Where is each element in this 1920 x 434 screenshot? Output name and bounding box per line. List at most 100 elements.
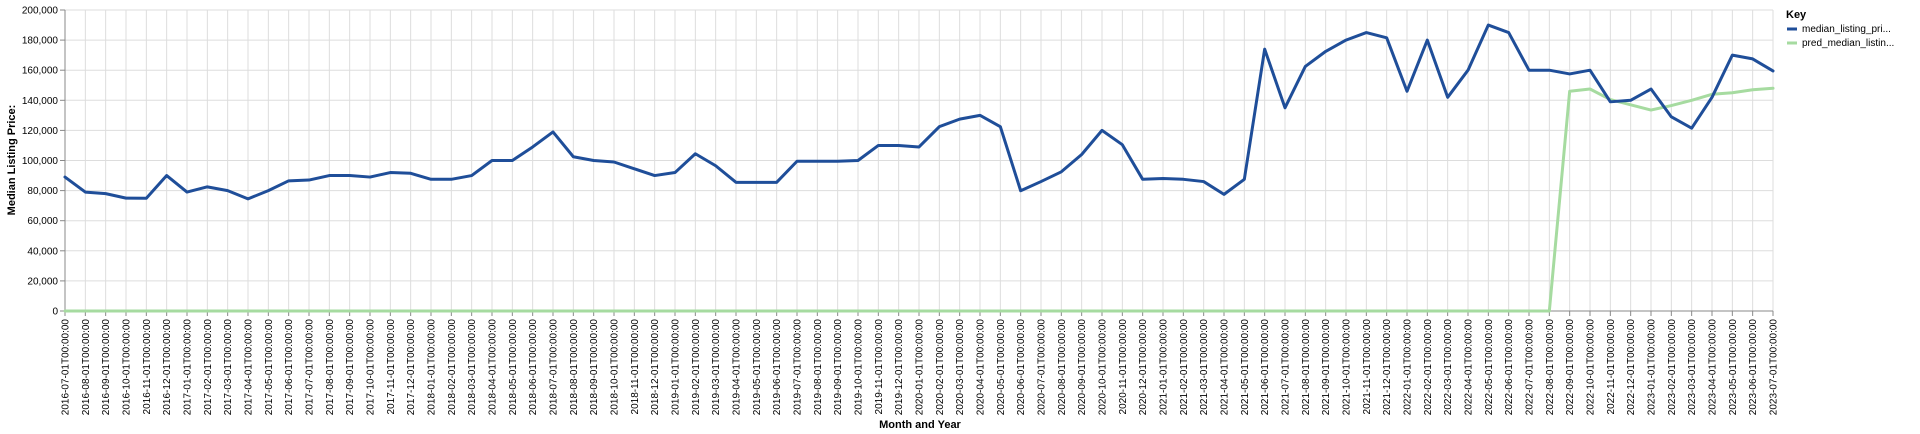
x-tick-label: 2019-06-01T00:00:00 [772,319,783,416]
x-tick-label: 2016-08-01T00:00:00 [81,319,92,416]
x-tick-label: 2018-09-01T00:00:00 [589,319,600,416]
x-tick-label: 2022-03-01T00:00:00 [1443,319,1454,416]
x-tick-label: 2020-05-01T00:00:00 [996,319,1007,416]
y-tick-label: 140,000 [22,96,59,107]
x-tick-label: 2021-02-01T00:00:00 [1179,319,1190,416]
x-tick-label: 2017-07-01T00:00:00 [305,319,316,416]
x-tick-label: 2017-05-01T00:00:00 [264,319,275,416]
y-tick-label: 40,000 [27,246,58,257]
x-tick-label: 2018-12-01T00:00:00 [650,319,661,416]
x-tick-label: 2023-01-01T00:00:00 [1647,319,1658,416]
x-tick-label: 2018-06-01T00:00:00 [528,319,539,416]
x-tick-label: 2023-07-01T00:00:00 [1769,319,1780,416]
x-tick-label: 2018-07-01T00:00:00 [549,319,560,416]
x-tick-label: 2020-02-01T00:00:00 [935,319,946,416]
legend-label: median_listing_pri... [1802,24,1891,35]
x-tick-label: 2022-01-01T00:00:00 [1403,319,1414,416]
x-tick-label: 2021-08-01T00:00:00 [1301,319,1312,416]
x-tick-label: 2017-04-01T00:00:00 [244,319,255,416]
x-tick-label: 2018-05-01T00:00:00 [508,319,519,416]
series-line-1 [63,86,1775,313]
x-tick-label: 2019-01-01T00:00:00 [671,319,682,416]
y-tick-label: 80,000 [27,186,58,197]
x-axis-title: Month and Year [879,419,961,431]
x-tick-label: 2020-12-01T00:00:00 [1138,319,1149,416]
x-tick-label: 2020-11-01T00:00:00 [1118,319,1129,415]
x-tick-label: 2017-11-01T00:00:00 [386,319,397,415]
x-tick-label: 2016-11-01T00:00:00 [142,319,153,415]
x-tick-label: 2020-10-01T00:00:00 [1098,319,1109,416]
x-tick-label: 2016-07-01T00:00:00 [61,319,72,416]
x-tick-label: 2018-01-01T00:00:00 [427,319,438,416]
x-tick-label: 2017-03-01T00:00:00 [223,319,234,416]
x-tick-label: 2018-04-01T00:00:00 [488,319,499,416]
x-tick-label: 2021-09-01T00:00:00 [1321,319,1332,416]
x-tick-label: 2019-09-01T00:00:00 [833,319,844,416]
x-tick-label: 2021-10-01T00:00:00 [1342,319,1353,416]
x-tick-label: 2021-07-01T00:00:00 [1281,319,1292,416]
y-tick-label: 200,000 [22,6,59,17]
x-tick-label: 2022-04-01T00:00:00 [1464,319,1475,416]
x-tick-label: 2017-02-01T00:00:00 [203,319,214,416]
x-tick-label: 2016-10-01T00:00:00 [122,319,133,416]
y-tick-label: 60,000 [27,216,58,227]
x-tick-label: 2019-04-01T00:00:00 [732,319,743,416]
x-tick-label: 2019-11-01T00:00:00 [874,319,885,415]
x-tick-label: 2018-02-01T00:00:00 [447,319,458,416]
x-tick-label: 2020-06-01T00:00:00 [1016,319,1027,416]
y-tick-label: 180,000 [22,36,59,47]
x-tick-label: 2021-03-01T00:00:00 [1199,319,1210,416]
x-tick-label: 2022-02-01T00:00:00 [1423,319,1434,416]
x-tick-label: 2018-08-01T00:00:00 [569,319,580,416]
x-tick-label: 2023-02-01T00:00:00 [1667,319,1678,416]
grid-lines [64,9,1774,312]
x-tick-label: 2018-03-01T00:00:00 [467,319,478,416]
y-axis: 0 20,000 40,000 60,000 80,000 100,000 120,000 1… [22,6,66,318]
series-lines [63,23,1775,313]
x-axis: 2016-07-01T00:00:00 2016-08-01T00:00:00 20… [61,310,1780,416]
x-tick-label: 2019-08-01T00:00:00 [813,319,824,416]
y-tick-label: 100,000 [22,156,59,167]
x-tick-label: 2021-05-01T00:00:00 [1240,319,1251,416]
x-tick-label: 2018-11-01T00:00:00 [630,319,641,415]
x-tick-label: 2022-12-01T00:00:00 [1626,319,1637,416]
legend-title: Key [1786,9,1807,21]
legend: Key median_listing_pri... pred_median_lis… [1786,9,1894,49]
x-tick-label: 2020-08-01T00:00:00 [1057,319,1068,416]
x-tick-label: 2019-05-01T00:00:00 [752,319,763,416]
x-tick-label: 2021-01-01T00:00:00 [1159,319,1170,416]
x-tick-label: 2021-04-01T00:00:00 [1220,319,1231,416]
x-tick-label: 2022-07-01T00:00:00 [1525,319,1536,416]
x-tick-label: 2019-12-01T00:00:00 [894,319,905,416]
x-tick-label: 2016-12-01T00:00:00 [162,319,173,416]
x-tick-label: 2019-02-01T00:00:00 [691,319,702,416]
x-tick-label: 2017-09-01T00:00:00 [345,319,356,416]
x-tick-label: 2020-03-01T00:00:00 [955,319,966,416]
x-tick-label: 2020-07-01T00:00:00 [1037,319,1048,416]
x-tick-label: 2019-10-01T00:00:00 [854,319,865,416]
x-tick-label: 2021-11-01T00:00:00 [1362,319,1373,415]
x-tick-label: 2020-01-01T00:00:00 [915,319,926,416]
x-tick-label: 2019-07-01T00:00:00 [793,319,804,416]
x-tick-label: 2017-01-01T00:00:00 [183,319,194,416]
x-tick-label: 2020-09-01T00:00:00 [1077,319,1088,416]
x-tick-label: 2022-05-01T00:00:00 [1484,319,1495,416]
x-tick-label: 2023-03-01T00:00:00 [1687,319,1698,416]
series-line-0 [63,23,1775,201]
y-tick-label: 160,000 [22,66,59,77]
y-tick-label: 20,000 [27,276,58,287]
x-tick-label: 2020-04-01T00:00:00 [976,319,987,416]
x-tick-label: 2023-05-01T00:00:00 [1728,319,1739,416]
x-tick-label: 2017-12-01T00:00:00 [406,319,417,416]
y-tick-label: 0 [52,307,58,318]
x-tick-label: 2023-04-01T00:00:00 [1708,319,1719,416]
x-tick-label: 2019-03-01T00:00:00 [711,319,722,416]
y-tick-label: 120,000 [22,126,59,137]
x-tick-label: 2022-10-01T00:00:00 [1586,319,1597,416]
x-tick-label: 2017-06-01T00:00:00 [284,319,295,416]
legend-label: pred_median_listin... [1802,38,1894,49]
x-tick-label: 2021-06-01T00:00:00 [1260,319,1271,416]
y-axis-title: Median Listing Price: [6,105,18,216]
x-tick-label: 2023-06-01T00:00:00 [1748,319,1759,416]
